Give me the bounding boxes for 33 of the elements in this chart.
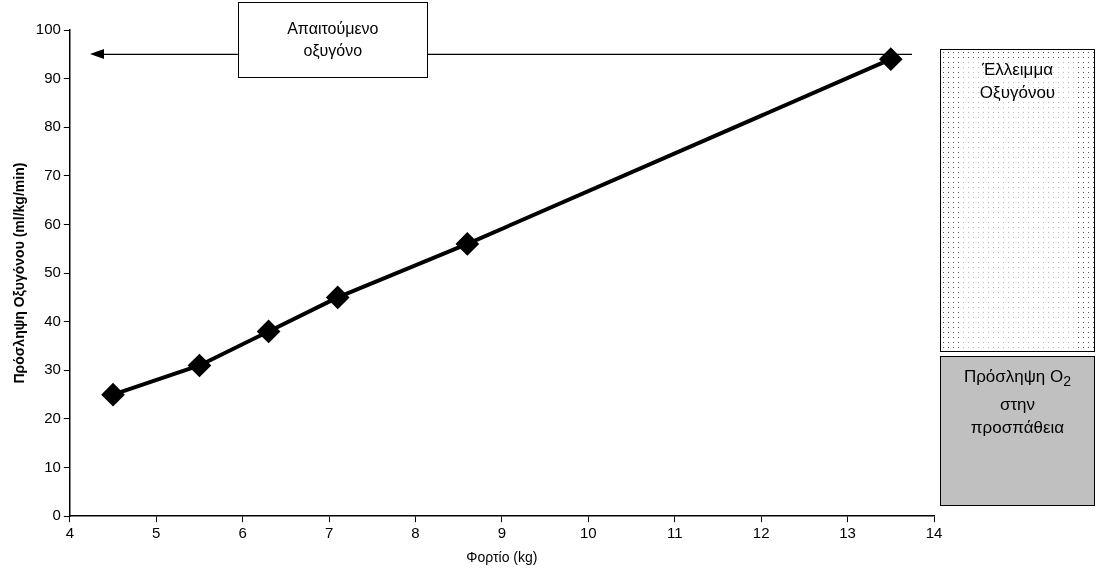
label-box: Απαιτούμενο οξυγόνο: [237, 2, 428, 79]
y-tick-label: 50: [44, 263, 61, 281]
y-tick-label: 20: [44, 409, 61, 427]
y-tick-label: 70: [44, 166, 61, 183]
x-tick-label: 11: [666, 524, 683, 542]
point: [188, 354, 211, 377]
x-tick-label: 4: [65, 524, 74, 542]
x-tick-label: 9: [497, 524, 507, 542]
point: [326, 286, 349, 309]
y-axis-title: Πρόσληψη Οξυγόνου (ml/kg/min): [11, 162, 28, 384]
y-tick-label: 0: [52, 506, 61, 524]
point: [456, 232, 479, 255]
x-tick-label: 13: [839, 524, 856, 542]
x-tick-label: 7: [324, 524, 334, 542]
y-tick-label: 40: [44, 311, 61, 329]
x-tick-label: 8: [411, 524, 420, 542]
shaded-box: Πρόσληψη O$_{2}$ στην προσπάθεια: [940, 355, 1095, 507]
stippled-box: Έλλειμμα Οξυγόνου: [940, 49, 1095, 352]
x-axis-title: Φορτίο (kg): [466, 549, 538, 566]
x-tick-label: 6: [238, 524, 247, 542]
y-tick-label: 30: [44, 360, 61, 378]
point: [257, 320, 280, 343]
x-tick-label: 5: [152, 524, 161, 542]
x-tick-label: 10: [579, 524, 597, 542]
x-tick-label: 12: [752, 524, 770, 542]
y-tick-label: 10: [44, 457, 61, 475]
x-tick-label: 14: [925, 524, 943, 542]
y-tick-label: 60: [44, 214, 61, 232]
point: [102, 383, 125, 406]
point: [879, 48, 902, 71]
y-tick-label: 100: [35, 20, 61, 38]
y-tick-label: 80: [44, 117, 61, 135]
y-tick-label: 90: [44, 68, 61, 86]
